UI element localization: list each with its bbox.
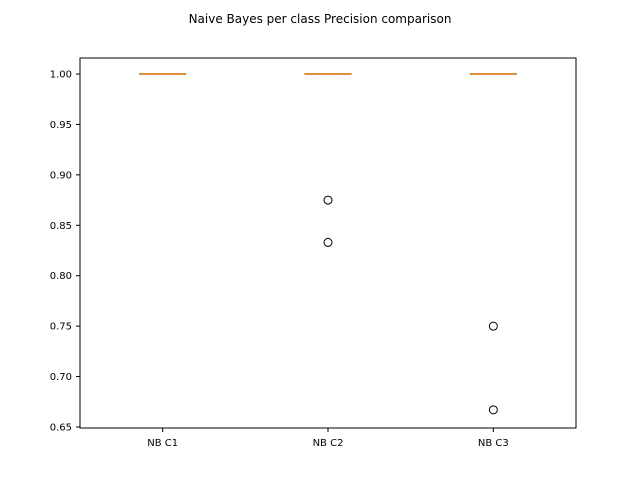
y-tick-label: 1.00 [50,70,72,81]
y-tick-label: 0.80 [50,271,72,282]
box-nb-c3 [469,73,517,415]
chart-title: Naive Bayes per class Precision comparis… [189,12,452,26]
outlier-point [488,321,498,331]
plot-area [79,57,577,429]
y-tick-label: 0.95 [50,120,72,131]
y-tick-label: 0.90 [50,170,72,181]
boxes-group [139,73,517,415]
x-tick-label: NB C3 [478,438,509,449]
outlier-point [323,195,333,205]
outlier-point [323,237,333,247]
y-tick-label: 0.70 [50,372,72,383]
box-nb-c2 [304,73,352,247]
y-tick-label: 0.85 [50,221,72,232]
y-tick-label: 0.75 [50,322,72,333]
y-axis: 0.65 0.70 0.75 0.80 0.85 0.90 0.95 1.00 [50,70,80,434]
x-tick-label: NB C2 [313,438,344,449]
x-axis: NB C1 NB C2 NB C3 [147,428,509,449]
y-tick-label: 0.65 [50,423,72,434]
outlier-point [488,405,498,415]
x-tick-label: NB C1 [147,438,178,449]
